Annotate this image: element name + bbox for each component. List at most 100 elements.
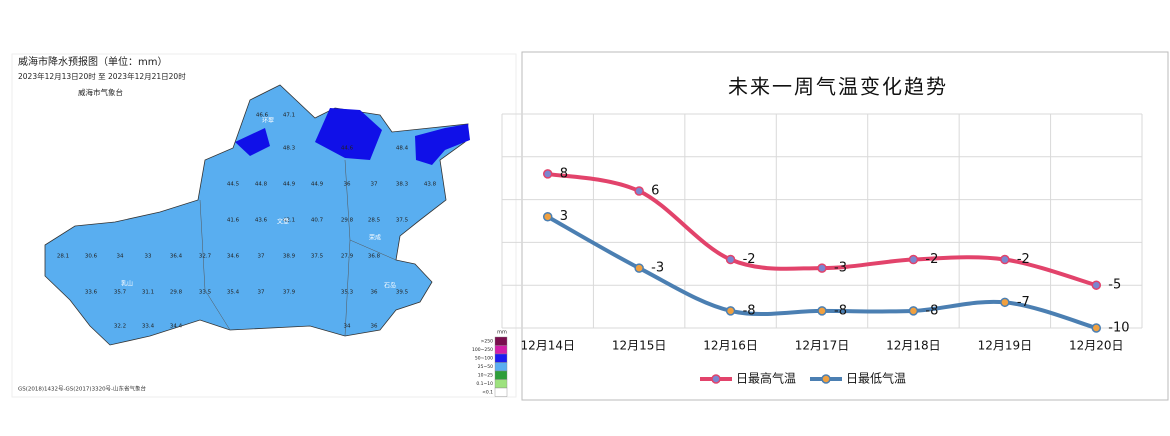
x-tick-label: 12月19日 xyxy=(978,339,1033,353)
point xyxy=(817,306,827,316)
point xyxy=(1000,297,1010,308)
map-value: 32.7 xyxy=(199,254,212,260)
map-value: 37 xyxy=(258,290,265,296)
map-value: 34 xyxy=(344,324,351,330)
data-label: -7 xyxy=(1017,295,1030,310)
map-value: 44.9 xyxy=(283,182,296,188)
map-period: 2023年12月13日20时 至 2023年12月21日20时 xyxy=(18,71,186,81)
map-value: 38.9 xyxy=(283,254,296,260)
map-value: 36 xyxy=(371,324,378,330)
data-label: -3 xyxy=(834,261,847,276)
map-value: 30.6 xyxy=(85,254,98,260)
map-value: 40.7 xyxy=(311,218,324,224)
data-label: -2 xyxy=(1017,252,1030,267)
legend-swatch xyxy=(494,387,508,397)
map-value: 46.6 xyxy=(256,113,269,119)
map-value: 47.1 xyxy=(283,113,295,119)
map-value: 37.5 xyxy=(396,218,409,224)
map-value: 34.6 xyxy=(227,254,240,260)
chart-panel xyxy=(521,51,1169,401)
legend-label: 50~100 xyxy=(475,356,493,362)
legend-label: >250 xyxy=(481,339,493,345)
chart-title: 未来一周气温变化趋势 xyxy=(728,75,948,99)
legend-unit: mm xyxy=(497,330,507,336)
data-label: -5 xyxy=(1108,278,1121,293)
map-value: 37 xyxy=(258,254,265,260)
x-tick-label: 12月15日 xyxy=(612,339,667,353)
map-value: 44.8 xyxy=(255,182,268,188)
map-value: 35.7 xyxy=(114,290,127,296)
x-tick-label: 12月14日 xyxy=(520,339,575,353)
map-value: 32.2 xyxy=(114,324,126,330)
legend-label: 25~50 xyxy=(478,364,493,370)
map-issuer: 威海市气象台 xyxy=(78,87,123,97)
data-label: -8 xyxy=(834,303,847,318)
heavy-rain-area xyxy=(315,108,382,160)
point xyxy=(634,186,644,196)
data-label: 3 xyxy=(560,209,568,224)
legend-swatch xyxy=(494,379,508,389)
map-value: 36 xyxy=(371,290,378,296)
map-value: 48.4 xyxy=(396,146,409,152)
point xyxy=(908,306,919,316)
map-value: 33.4 xyxy=(142,324,155,330)
map-value: 35.3 xyxy=(341,290,354,296)
map-value: 31.1 xyxy=(142,290,154,296)
map-value: 28.1 xyxy=(57,254,69,260)
map-value: 37.9 xyxy=(283,290,296,296)
data-label: 6 xyxy=(651,184,659,199)
map-value: 36 xyxy=(344,182,351,188)
legend-marker xyxy=(711,374,721,384)
map-value: 44.6 xyxy=(341,146,354,152)
map-title: 威海市降水预报图（单位：mm） xyxy=(18,55,167,68)
place-label: 环翠 xyxy=(262,118,274,125)
data-label: 8 xyxy=(560,166,568,181)
legend-swatch xyxy=(494,353,508,363)
map-value: 39.5 xyxy=(396,290,409,296)
legend-label: 日最高气温 xyxy=(736,371,796,386)
legend-swatch xyxy=(494,362,508,372)
map-value: 42.1 xyxy=(283,218,295,224)
map-value: 29.8 xyxy=(341,218,354,224)
map-value: 33.5 xyxy=(199,290,212,296)
point xyxy=(1000,254,1010,265)
legend-label: 0.1~10 xyxy=(476,381,493,387)
map-value: 29.8 xyxy=(170,290,183,296)
data-label: -8 xyxy=(925,303,938,318)
point xyxy=(634,263,644,273)
legend-label: 10~25 xyxy=(478,373,493,379)
map-value: 33 xyxy=(145,254,152,260)
map-value: 44.5 xyxy=(227,182,240,188)
district-border xyxy=(199,159,397,337)
map-value: 36.4 xyxy=(170,254,183,260)
heavy-rain-area xyxy=(415,124,470,165)
point xyxy=(908,254,919,265)
data-label: -2 xyxy=(925,252,938,267)
heavy-rain-area xyxy=(235,128,270,156)
point xyxy=(542,169,553,179)
point xyxy=(542,211,553,222)
map-value: 41.6 xyxy=(227,218,240,224)
data-label: -10 xyxy=(1108,321,1129,336)
data-label: -8 xyxy=(743,303,756,318)
legend-swatch xyxy=(494,336,508,346)
data-label: -2 xyxy=(743,252,756,267)
place-label: 石岛 xyxy=(384,282,396,290)
legend-swatch xyxy=(494,370,508,380)
place-label: 乳山 xyxy=(121,280,133,288)
map-value: 44.9 xyxy=(311,182,324,188)
map-value: 38.3 xyxy=(396,182,409,188)
legend-label: <0.1 xyxy=(482,390,493,396)
map-value: 48.3 xyxy=(283,146,296,152)
map-footer: GS(2018)1432号-GS(2017)3320号-山东省气象台 xyxy=(18,385,147,393)
point xyxy=(1091,323,1102,333)
map-value: 35.4 xyxy=(227,290,240,296)
map-value: 33.6 xyxy=(85,290,98,296)
x-tick-label: 12月17日 xyxy=(795,339,850,353)
data-label: -3 xyxy=(651,261,664,276)
map-value: 37 xyxy=(371,182,378,188)
place-label: 文登 xyxy=(277,218,289,226)
point xyxy=(1091,280,1102,290)
map-value: 28.5 xyxy=(368,218,381,224)
